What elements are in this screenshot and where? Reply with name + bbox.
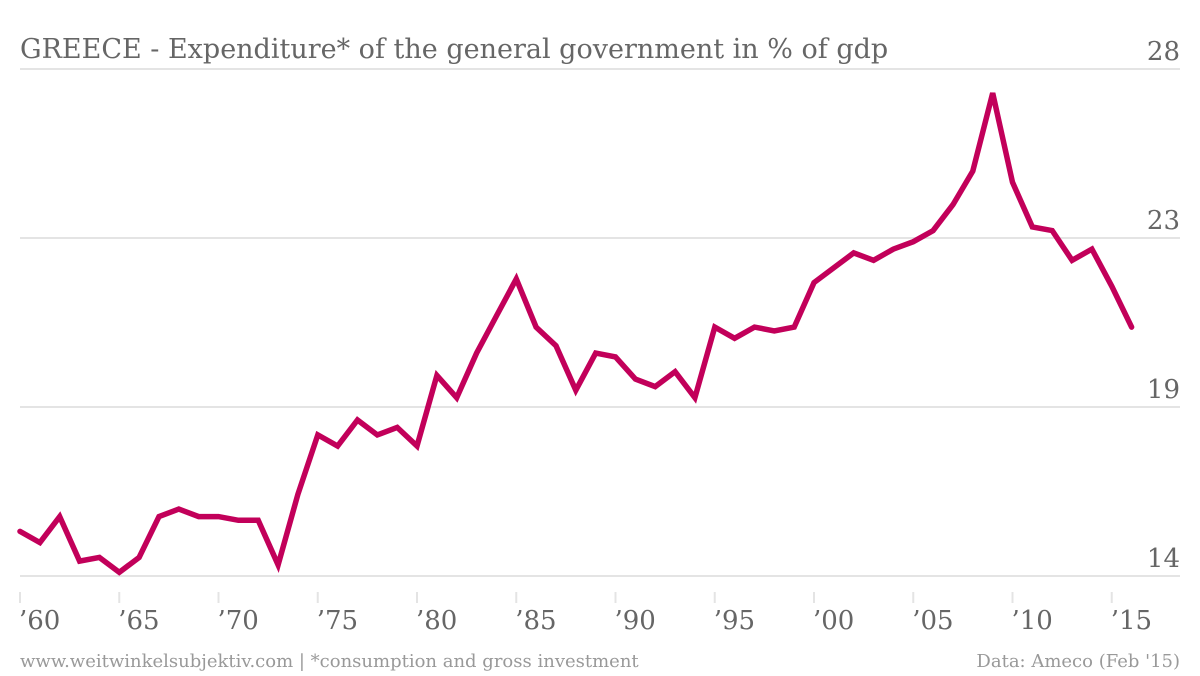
x-tick-label: ’80	[416, 606, 457, 636]
x-tick-label: ’00	[813, 606, 854, 636]
data-credit: Data: Ameco (Feb '15)	[976, 651, 1180, 672]
series-line	[17, 92, 1135, 576]
x-tick-label: ’10	[1012, 606, 1053, 636]
y-tick-label: 19	[1147, 375, 1180, 405]
chart-title: GREECE - Expenditure* of the general gov…	[20, 34, 888, 65]
y-axis: 14 19 23 28	[1147, 37, 1180, 574]
y-tick-label: 14	[1147, 544, 1180, 574]
x-tick-label: ’90	[615, 606, 656, 636]
gridlines	[20, 68, 1180, 577]
x-tick-label: ’60	[19, 606, 60, 636]
x-tick-label: ’95	[714, 606, 755, 636]
y-tick-label: 23	[1147, 206, 1180, 236]
x-tick-label: ’70	[218, 606, 259, 636]
x-tick-label: ’65	[118, 606, 159, 636]
y-tick-label: 28	[1147, 37, 1180, 67]
x-tick-label: ’85	[515, 606, 556, 636]
plot-area	[17, 92, 1135, 576]
x-tick-label: ’15	[1111, 606, 1152, 636]
x-axis: ’60 ’65 ’70 ’75 ’80 ’85 ’90 ’95 ’00 ’05 ’10 ’15	[19, 592, 1152, 636]
x-tick-label: ’05	[912, 606, 953, 636]
source-note: www.weitwinkelsubjektiv.com | *consumpti…	[20, 651, 639, 672]
x-tick-label: ’75	[317, 606, 358, 636]
